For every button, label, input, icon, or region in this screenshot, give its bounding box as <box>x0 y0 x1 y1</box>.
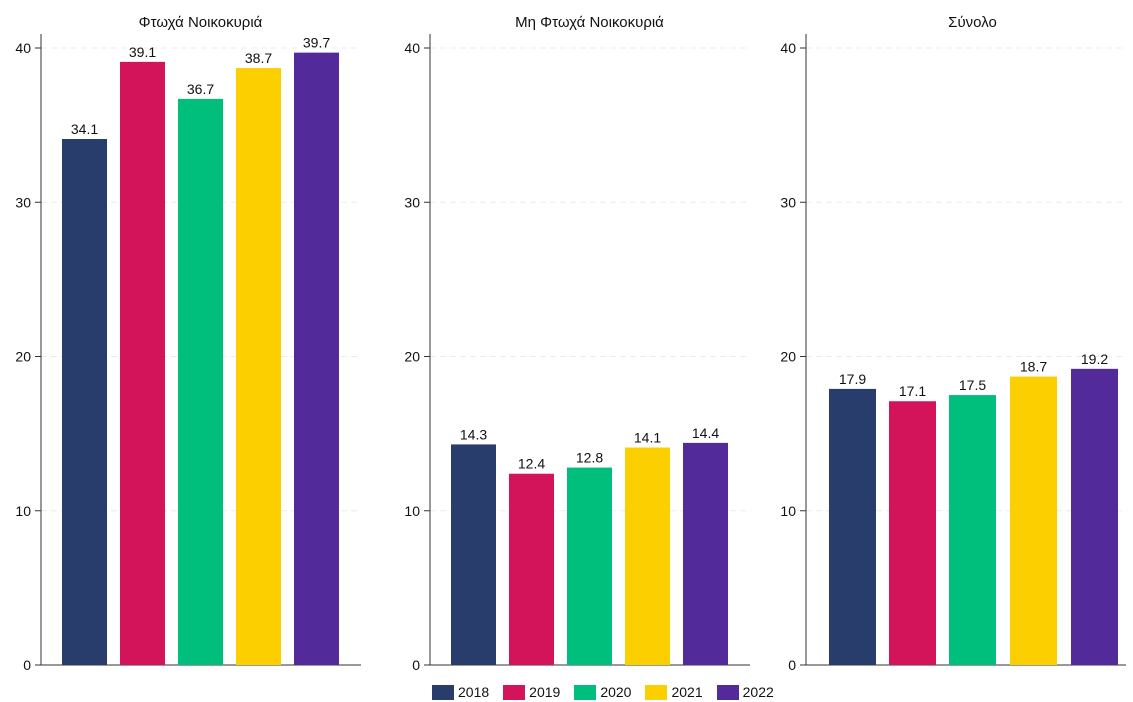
y-tick-label: 40 <box>780 40 796 56</box>
bar-2019 <box>889 401 936 665</box>
legend-item-2022: 2022 <box>716 684 774 700</box>
legend-swatch-2022 <box>716 684 739 700</box>
data-label: 17.5 <box>959 377 986 393</box>
data-label: 39.1 <box>129 44 156 60</box>
legend-swatch-2021 <box>645 684 668 700</box>
y-tick-label: 10 <box>15 503 31 519</box>
bar-2018 <box>62 139 107 665</box>
legend-swatch-2020 <box>574 684 597 700</box>
y-tick-label: 0 <box>23 657 31 673</box>
legend-label-2020: 2020 <box>600 684 632 700</box>
bar-2021 <box>236 68 281 666</box>
y-tick-label: 30 <box>15 194 31 210</box>
panel-title: Σύνολο <box>948 14 997 31</box>
panel-title: Φτωχά Νοικοκυριά <box>139 14 263 31</box>
data-label: 14.4 <box>692 425 719 441</box>
bar-2021 <box>625 447 670 665</box>
y-tick-label: 0 <box>788 657 796 673</box>
legend-item-2018: 2018 <box>432 684 489 700</box>
legend-item-2020: 2020 <box>574 684 631 700</box>
y-tick-label: 10 <box>404 503 420 519</box>
data-label: 38.7 <box>245 50 272 66</box>
y-tick-label: 40 <box>15 40 31 56</box>
data-label: 36.7 <box>187 81 214 97</box>
legend-label-2021: 2021 <box>671 684 703 700</box>
data-label: 39.7 <box>303 35 330 51</box>
legend-swatch-2019 <box>503 684 526 700</box>
data-label: 18.7 <box>1020 359 1047 375</box>
data-label: 14.1 <box>634 430 661 446</box>
data-label: 17.9 <box>839 371 866 387</box>
y-tick-label: 20 <box>15 349 31 365</box>
y-tick-label: 40 <box>404 40 420 56</box>
legend-label-2019: 2019 <box>529 684 561 700</box>
bar-2022 <box>294 52 339 665</box>
y-tick-label: 10 <box>780 503 796 519</box>
legend-label-2018: 2018 <box>458 684 490 700</box>
legend-item-2019: 2019 <box>503 684 560 700</box>
y-tick-label: 20 <box>780 349 796 365</box>
bar-2019 <box>509 473 554 665</box>
data-label: 12.4 <box>518 456 545 472</box>
data-label: 19.2 <box>1081 351 1108 367</box>
panel-title: Μη Φτωχά Νοικοκυριά <box>515 14 664 31</box>
bar-2022 <box>1071 368 1118 665</box>
data-label: 12.8 <box>576 450 603 466</box>
bar-2019 <box>120 61 165 665</box>
bar-2021 <box>1010 376 1057 665</box>
y-tick-label: 30 <box>404 194 420 210</box>
bar-2020 <box>949 395 996 665</box>
y-tick-label: 20 <box>404 349 420 365</box>
legend-label-2022: 2022 <box>742 684 774 700</box>
legend-swatch-2018 <box>432 684 454 700</box>
bar-2018 <box>829 388 876 665</box>
legend: 2018 2019 2020 2021 2022 <box>432 684 774 700</box>
bar-2018 <box>451 444 496 665</box>
bar-2022 <box>683 442 728 665</box>
data-label: 34.1 <box>71 121 98 137</box>
y-tick-label: 0 <box>412 657 420 673</box>
data-label: 14.3 <box>460 426 487 442</box>
bar-2020 <box>567 467 612 665</box>
y-tick-label: 30 <box>780 194 796 210</box>
legend-item-2021: 2021 <box>645 684 703 700</box>
bar-2020 <box>178 98 223 666</box>
data-label: 17.1 <box>899 383 926 399</box>
